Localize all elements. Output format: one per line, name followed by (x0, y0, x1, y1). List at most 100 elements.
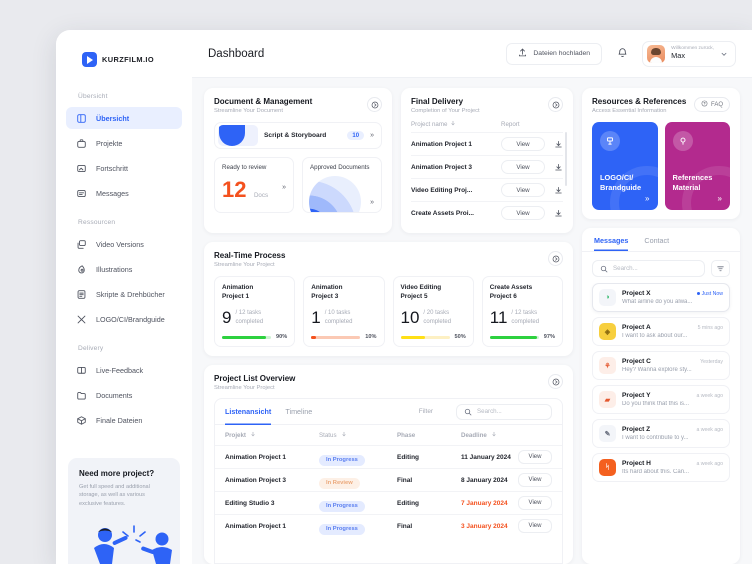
project-list-tabs: Listenansicht Timeline Filter (215, 399, 562, 425)
promo-card[interactable]: Need more project? Get full speed and ad… (68, 458, 180, 564)
view-report-button[interactable]: View (501, 137, 545, 151)
messages-search[interactable] (592, 260, 705, 277)
progress-fill (400, 335, 426, 339)
tab-timeline[interactable]: Timeline (285, 407, 313, 416)
user-menu[interactable]: Willkommen zurück, Max (642, 40, 736, 67)
message-item[interactable]: ⚘ Project C Yesterday Hey? Wanna explore st… (592, 351, 730, 380)
view-project-button[interactable]: View (518, 450, 552, 464)
sidebar-item-projekte[interactable]: Projekte (66, 132, 182, 154)
message-avatar: ✎ (599, 425, 616, 442)
download-button[interactable] (545, 209, 563, 218)
upload-files-button[interactable]: Dateien hochladen (506, 42, 603, 65)
message-item[interactable]: ✎ Project Z a week ago I want to contribute… (592, 419, 730, 448)
tasks-done: 1 (311, 308, 321, 327)
sort-down-icon[interactable] (341, 431, 347, 439)
card-subtitle: Streamline Your Document (214, 108, 283, 114)
view-project-button[interactable]: View (518, 473, 552, 487)
sidebar-item-logo-ci-brandguide[interactable]: LOGO/CI/Brandguide (66, 308, 182, 330)
message-sender: Project H (622, 460, 651, 467)
sidebar-item-finale-dateien[interactable]: Finale Dateien (66, 409, 182, 431)
download-button[interactable] (545, 186, 563, 195)
sidebar-item-documents[interactable]: Documents (66, 384, 182, 406)
tab-messages[interactable]: Messages (594, 236, 628, 251)
card-expand-button[interactable] (548, 251, 563, 266)
ready-to-review-tile[interactable]: Ready to review 12 Docs » (214, 157, 294, 213)
card-expand-button[interactable] (548, 97, 563, 112)
delivery-project-name: Video Editing Proj... (411, 186, 473, 194)
top-bar: Dashboard Dateien hochladen (192, 30, 752, 78)
briefcase-icon (76, 138, 87, 149)
chevron-right-icon: » (282, 184, 286, 191)
list-scrollbar[interactable] (565, 132, 567, 186)
card-expand-button[interactable] (367, 97, 382, 112)
download-button[interactable] (545, 163, 563, 172)
card-subtitle: Completion of Your Project (411, 108, 480, 114)
tools-icon (76, 314, 87, 325)
resource-card-brandguide[interactable]: LOGO/CI/ Brandguide» (592, 122, 658, 210)
cell-project: Animation Project 1 (225, 453, 287, 461)
notifications-button[interactable] (612, 44, 632, 64)
final-delivery-list: Project name Report Animation Project 1 V… (411, 120, 567, 224)
resource-card-references[interactable]: References Material» (664, 122, 730, 210)
project-search[interactable] (456, 403, 552, 420)
sidebar-item-fortschritt[interactable]: Fortschritt (66, 157, 182, 179)
progress-project-name: Video Editing Project 5 (400, 284, 442, 300)
filter-button[interactable] (711, 260, 730, 277)
tab-contact[interactable]: Contact (644, 236, 670, 245)
brand-name: KURZFILM.IO (102, 55, 155, 64)
final-delivery-card: Final Delivery Completion of Your Projec… (401, 88, 573, 233)
message-item[interactable]: ▰ Project Y a week ago Do you think that th… (592, 385, 730, 414)
video-layers-icon (76, 239, 87, 250)
message-avatar: ⚘ (599, 357, 616, 374)
messages-tabs: Messages Contact (582, 228, 740, 252)
view-report-button[interactable]: View (501, 160, 545, 174)
progress-fill (489, 335, 538, 339)
sort-down-icon[interactable] (450, 120, 456, 128)
delivery-project-name: Animation Project 1 (411, 140, 473, 148)
progress-percent: 97% (543, 334, 555, 340)
sidebar-item-messages[interactable]: Messages (66, 182, 182, 204)
progress-card[interactable]: Animation Project 3 1/ 10 tasks completed… (303, 276, 385, 347)
cell-deadline: 3 January 2024 (461, 522, 508, 530)
sort-down-icon[interactable] (491, 431, 497, 439)
sort-down-icon[interactable] (250, 431, 256, 439)
progress-project-name: Animation Project 1 (222, 284, 254, 300)
sidebar-item-label: Übersicht (96, 113, 130, 123)
feedback-icon (76, 365, 87, 376)
user-greeting: Willkommen zurück, (671, 46, 714, 52)
approved-documents-tile[interactable]: Approved Documents » (302, 157, 382, 213)
sidebar-item-video-versions[interactable]: Video Versions (66, 233, 182, 255)
script-storyboard-row[interactable]: Script & Storyboard 10 » (214, 122, 382, 149)
search-input[interactable] (477, 408, 544, 415)
sidebar-item-bersicht[interactable]: Übersicht (66, 107, 182, 129)
project-list-overview-card: Project List Overview Streamline Your Pr… (204, 365, 573, 564)
tab-listenansicht[interactable]: Listenansicht (225, 399, 271, 425)
view-report-button[interactable]: View (501, 206, 545, 220)
sidebar-item-illustrations[interactable]: Illustrations (66, 258, 182, 280)
progress-card[interactable]: Create Assets Project 6 11/ 12 tasks comp… (481, 276, 563, 347)
progress-card[interactable]: Animation Project 1 9/ 12 tasks completed… (214, 276, 296, 347)
message-item[interactable]: ◑ Project X Just Now What airline do you al… (592, 283, 730, 312)
cell-project: Editing Studio 3 (225, 499, 275, 507)
download-button[interactable] (545, 140, 563, 149)
view-report-button[interactable]: View (501, 183, 545, 197)
sidebar-item-skripte-drehb-cher[interactable]: Skripte & Drehbücher (66, 283, 182, 305)
message-item[interactable]: ◈ Project A 5 mins ago I want to ask about … (592, 317, 730, 346)
tasks-total-label: / 12 tasks completed (511, 310, 540, 325)
app-logo[interactable]: KURZFILM.IO (56, 52, 192, 67)
column-report: Report (501, 120, 520, 128)
card-expand-button[interactable] (548, 374, 563, 389)
view-project-button[interactable]: View (518, 519, 552, 533)
main-area: Dashboard Dateien hochladen (192, 30, 752, 564)
chevron-right-icon: » (645, 194, 650, 203)
tasks-done: 9 (222, 308, 232, 327)
sidebar-item-live-feedback[interactable]: Live-Feedback (66, 359, 182, 381)
progress-percent: 10% (365, 334, 377, 340)
progress-card[interactable]: Video Editing Project 5 10/ 20 tasks comp… (392, 276, 474, 347)
progress-project-name: Create Assets Project 6 (489, 284, 533, 300)
faq-button[interactable]: FAQ (693, 97, 730, 112)
message-item[interactable]: ᛋ Project H a week ago Its hard about this.… (592, 453, 730, 482)
messages-search-input[interactable] (613, 265, 697, 272)
filter-label[interactable]: Filter (418, 408, 433, 415)
view-project-button[interactable]: View (518, 496, 552, 510)
